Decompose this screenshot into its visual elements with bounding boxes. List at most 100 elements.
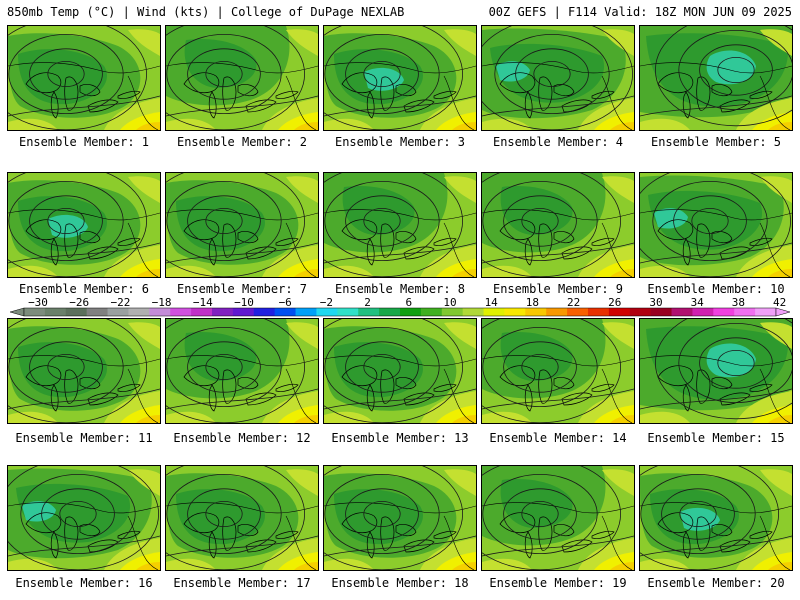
ensemble-member-map: [481, 465, 635, 571]
ensemble-member-map: [323, 172, 477, 278]
ensemble-member-caption: Ensemble Member: 12: [173, 431, 311, 445]
colorbar-tick-label: −30: [28, 296, 48, 309]
ensemble-member-map: [639, 465, 793, 571]
colorbar-segment: [525, 308, 547, 316]
colorbar-tick-label: 42: [773, 296, 786, 309]
map-graphic: [8, 26, 160, 130]
ensemble-member-map: [7, 318, 161, 424]
ensemble-member-caption: Ensemble Member: 5: [650, 135, 782, 149]
ensemble-member-caption: Ensemble Member: 17: [173, 576, 311, 590]
colorbar-segment: [24, 308, 46, 316]
colorbar-segment: [358, 308, 380, 316]
map-graphic: [640, 319, 792, 423]
colorbar-tick-label: 22: [567, 296, 580, 309]
colorbar-tick-label: −18: [152, 296, 172, 309]
colorbar-segment: [400, 308, 422, 316]
colorbar-segment: [212, 308, 234, 316]
colorbar-segment: [546, 308, 568, 316]
map-graphic: [640, 26, 792, 130]
ensemble-member-map: [639, 172, 793, 278]
colorbar-tick-label: −2: [320, 296, 333, 309]
temperature-colorbar: −30 −26 −22 −18 −14 −10 −6 −2 2 6 10 14 18 22 26 30 34 38…: [9, 296, 791, 317]
colorbar-tick-label: 38: [732, 296, 745, 309]
ensemble-member-map: [481, 25, 635, 131]
ensemble-member-caption: Ensemble Member: 19: [489, 576, 627, 590]
ensemble-member-caption: Ensemble Member: 15: [647, 431, 785, 445]
map-graphic: [166, 466, 318, 570]
ensemble-member-caption: Ensemble Member: 16: [15, 576, 153, 590]
colorbar-right-arrow: [775, 307, 791, 317]
ensemble-member-caption: Ensemble Member: 6: [18, 282, 150, 296]
ensemble-member-map: [639, 318, 793, 424]
colorbar-tick-label: 14: [485, 296, 499, 309]
colorbar-tick-label: 6: [405, 296, 412, 309]
ensemble-member-map: [323, 25, 477, 131]
map-graphic: [482, 26, 634, 130]
map-graphic: [324, 319, 476, 423]
ensemble-member-caption: Ensemble Member: 1: [18, 135, 150, 149]
ensemble-member-map: [323, 465, 477, 571]
ensemble-member-map: [323, 318, 477, 424]
map-graphic: [482, 173, 634, 277]
colorbar-segment: [232, 308, 255, 316]
colorbar-segment: [671, 308, 693, 316]
colorbar-segment: [337, 308, 359, 316]
colorbar-left-arrow: [9, 307, 25, 317]
colorbar-tick-label: −10: [234, 296, 254, 309]
colorbar-segment: [379, 308, 401, 316]
colorbar-segment: [608, 308, 631, 316]
colorbar-segment: [650, 308, 672, 316]
ensemble-member-map: [481, 318, 635, 424]
map-graphic: [324, 26, 476, 130]
colorbar-segment: [107, 308, 129, 316]
colorbar-segment: [128, 308, 150, 316]
map-graphic: [166, 173, 318, 277]
colorbar-tick-label: −26: [69, 296, 89, 309]
ensemble-member-caption: Ensemble Member: 3: [334, 135, 466, 149]
colorbar-segment: [567, 308, 589, 316]
colorbar-segment: [734, 308, 756, 316]
colorbar-tick-label: −6: [279, 296, 292, 309]
colorbar-segment: [692, 308, 714, 316]
map-graphic: [166, 26, 318, 130]
ensemble-member-map: [7, 465, 161, 571]
colorbar-segment: [86, 308, 108, 316]
colorbar-tick-label: 2: [364, 296, 371, 309]
colorbar-segment: [755, 308, 777, 316]
ensemble-member-map: [165, 25, 319, 131]
ensemble-member-map: [7, 25, 161, 131]
ensemble-member-caption: Ensemble Member: 14: [489, 431, 627, 445]
colorbar-segment: [274, 308, 296, 316]
colorbar-segment: [629, 308, 652, 316]
ensemble-member-caption: Ensemble Member: 11: [15, 431, 153, 445]
colorbar-tick-label: −14: [193, 296, 213, 309]
ensemble-member-caption: Ensemble Member: 2: [176, 135, 308, 149]
colorbar-tick-label: −22: [110, 296, 130, 309]
colorbar-tick-label: 18: [526, 296, 539, 309]
colorbar-segment: [588, 308, 610, 316]
colorbar-tick-label: 10: [443, 296, 456, 309]
colorbar-tick-label: 30: [649, 296, 662, 309]
ensemble-member-caption: Ensemble Member: 7: [176, 282, 308, 296]
map-graphic: [482, 319, 634, 423]
colorbar-tick-label: 26: [608, 296, 621, 309]
ensemble-member-caption: Ensemble Member: 4: [492, 135, 624, 149]
map-graphic: [166, 319, 318, 423]
colorbar-segment: [253, 308, 276, 316]
ensemble-member-map: [165, 318, 319, 424]
colorbar-segment: [149, 308, 171, 316]
ensemble-member-caption: Ensemble Member: 18: [331, 576, 469, 590]
chart-title: 850mb Temp (°C) | Wind (kts) | College o…: [7, 5, 405, 19]
valid-time-label: 00Z GEFS | F114 Valid: 18Z MON JUN 09 20…: [488, 5, 792, 19]
ensemble-member-caption: Ensemble Member: 13: [331, 431, 469, 445]
map-graphic: [8, 466, 160, 570]
colorbar-segment: [504, 308, 526, 316]
colorbar-segment: [65, 308, 88, 316]
map-graphic: [8, 319, 160, 423]
map-graphic: [640, 173, 792, 277]
colorbar-segment: [44, 308, 67, 316]
colorbar-segment: [420, 308, 443, 316]
ensemble-member-map: [639, 25, 793, 131]
colorbar-segment: [170, 308, 192, 316]
ensemble-member-caption: Ensemble Member: 8: [334, 282, 466, 296]
